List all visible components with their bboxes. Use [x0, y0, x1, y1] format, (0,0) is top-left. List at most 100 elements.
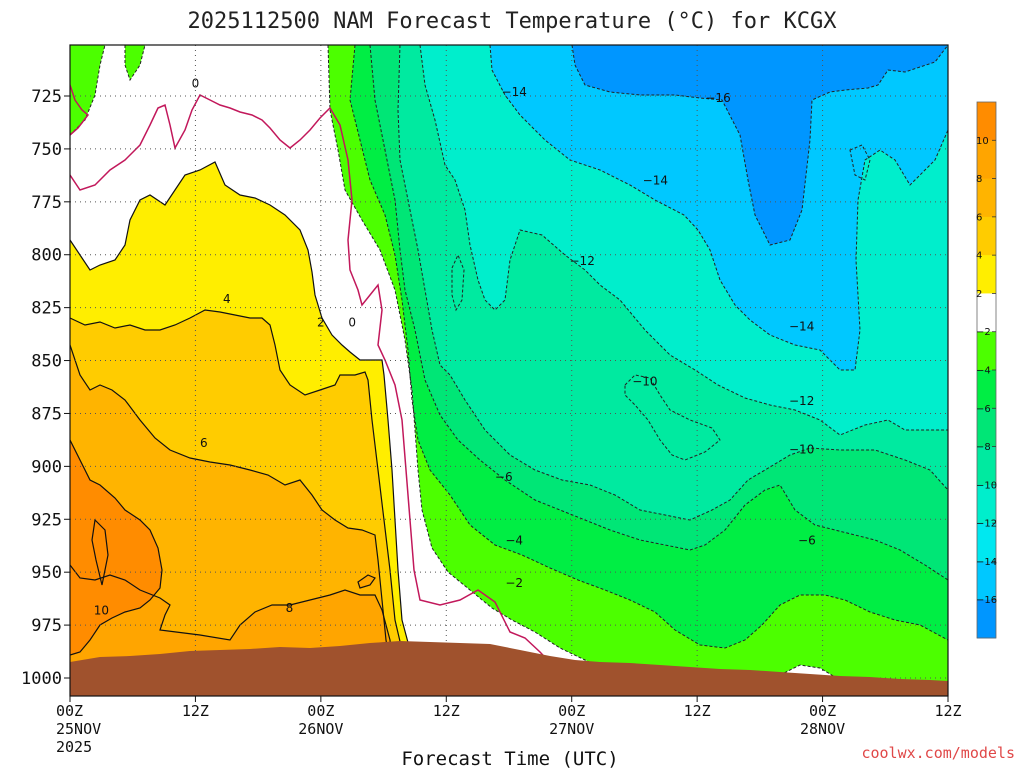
- terrain-ground: [70, 641, 948, 696]
- contour-label: 0: [192, 76, 200, 90]
- y-tick-label: 750: [31, 140, 62, 160]
- zero-contours: [70, 84, 591, 696]
- band-green-top: [125, 45, 145, 80]
- colorbar-label: −4: [976, 366, 991, 377]
- contour-minus10-island: [624, 374, 721, 461]
- x-tick-label: 27NOV: [549, 720, 594, 738]
- contour-label: −6: [495, 470, 513, 484]
- credit-link[interactable]: coolwx.com/models: [861, 744, 1015, 762]
- colorbar-label: −14: [976, 557, 997, 568]
- contour-label: −4: [505, 533, 523, 547]
- colorbar-label: −12: [976, 519, 997, 530]
- y-tick-label: 800: [31, 246, 62, 266]
- band-minus4: [328, 45, 948, 696]
- contour-label: 2: [317, 315, 325, 329]
- x-tick-label: 28NOV: [800, 720, 845, 738]
- contour-label: −14: [789, 320, 814, 334]
- x-tick-label: 25NOV: [56, 720, 101, 738]
- colorbar-swatch: [977, 140, 996, 180]
- band-minus10: [398, 45, 948, 520]
- colorbar-label: 6: [976, 212, 982, 223]
- colorbar-swatch: [977, 178, 996, 218]
- contour-label: −14: [502, 85, 527, 99]
- band-8-small: [358, 575, 375, 588]
- colorbar-label: −10: [976, 480, 997, 491]
- colorbar-label: −16: [976, 595, 997, 606]
- contour-label: −10: [632, 375, 657, 389]
- x-tick-label: 12Z: [433, 702, 460, 720]
- band-minus8: [370, 45, 948, 580]
- colorbar-label: 4: [976, 251, 982, 262]
- x-tick-label: 12Z: [182, 702, 209, 720]
- plot-area: [70, 45, 948, 696]
- contour-minus10: [397, 45, 948, 521]
- y-tick-label: 850: [31, 352, 62, 372]
- y-tick-label: 1000: [21, 669, 62, 689]
- contour-label: −2: [505, 576, 523, 590]
- colorbar-swatch: [977, 561, 996, 601]
- grid-lines: [70, 45, 948, 696]
- positive-contours: [70, 161, 421, 696]
- contour-labels: 0 −14 −16 −14 −12 4 2 0 −14 −10 −12 6 −10 −6 −4 −6 −2 8 10: [94, 76, 816, 617]
- chart-title: 2025112500 NAM Forecast Temperature (°C)…: [187, 9, 837, 34]
- y-tick-label: 900: [31, 457, 62, 477]
- contour-minus14: [489, 45, 948, 371]
- y-tick-label: 925: [31, 510, 62, 530]
- contour-minus4-left: [70, 45, 106, 136]
- contour-8-small: [357, 574, 376, 589]
- colorbar-swatch: [977, 293, 996, 333]
- colorbar-swatch: [977, 446, 996, 486]
- x-tick-label: 00Z: [558, 702, 585, 720]
- contour-label: −14: [643, 174, 668, 188]
- colorbar-label: −8: [976, 442, 991, 453]
- contour-label: 10: [94, 603, 109, 617]
- x-tick-label: 00Z: [809, 702, 836, 720]
- band-green-left: [70, 45, 105, 135]
- y-tick-label: 775: [31, 193, 62, 213]
- colorbar-label: 2: [976, 289, 982, 300]
- contour-minus4-top: [124, 45, 146, 82]
- colorbar-swatch: [977, 216, 996, 256]
- band-10-dark-orange: [70, 440, 162, 655]
- x-tick-label: 12Z: [934, 702, 961, 720]
- y-tick-label: 825: [31, 299, 62, 319]
- colorbar-swatch: [977, 331, 996, 371]
- x-tick-label: 26NOV: [298, 720, 343, 738]
- contour-2: [70, 161, 421, 696]
- contour-8: [70, 564, 396, 696]
- colorbar-label: 8: [976, 174, 982, 185]
- contour-label: −6: [798, 533, 816, 547]
- colorbar-swatch: [977, 370, 996, 409]
- x-axis-label: Forecast Time (UTC): [401, 748, 618, 768]
- y-tick-label: 725: [31, 87, 62, 107]
- colorbar-label: −2: [976, 327, 991, 338]
- contour-6: [70, 344, 396, 696]
- y-axis: 725 750 775 800 825 850 875 900 925 950 975 1000: [21, 87, 70, 689]
- plot-frame: [69, 44, 949, 697]
- colorbar-swatch: [977, 523, 996, 562]
- x-tick-label: 12Z: [684, 702, 711, 720]
- x-tick-label: 2025: [56, 738, 92, 756]
- contour-label: −10: [789, 442, 814, 456]
- band-minus12: [70, 45, 948, 435]
- contour-label: 6: [200, 436, 208, 450]
- band-minus12-overlay: [490, 45, 948, 370]
- x-tick-label: 00Z: [307, 702, 334, 720]
- colorbar-swatch: [977, 599, 996, 639]
- contour-zero-main: [70, 94, 591, 696]
- colorbar-swatch: [977, 102, 996, 141]
- contour-label: −12: [789, 394, 814, 408]
- y-tick-label: 875: [31, 404, 62, 424]
- contour-10-inner: [91, 518, 109, 586]
- band-minus6: [350, 45, 948, 648]
- colorbar-label: 10: [976, 136, 989, 147]
- colorbar-label: −6: [976, 404, 991, 415]
- contour-minus14-island: [849, 144, 871, 181]
- contour-minus8: [369, 45, 948, 581]
- contour-minus16: [571, 45, 948, 246]
- colorbar-swatch: [977, 484, 996, 524]
- contour-zero-left: [70, 84, 90, 136]
- x-tick-label: 00Z: [56, 702, 83, 720]
- contour-label: 0: [348, 315, 356, 329]
